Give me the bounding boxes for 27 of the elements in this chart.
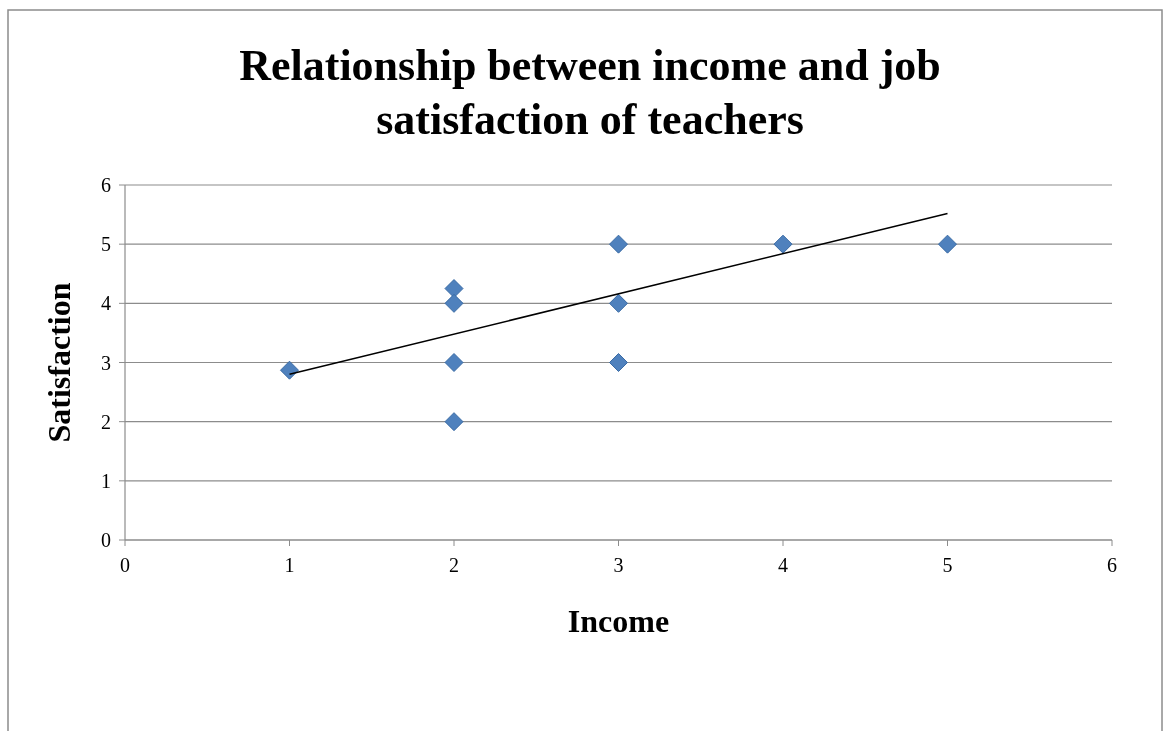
point	[444, 412, 464, 432]
x-tick-label: 1	[284, 554, 295, 576]
point	[609, 234, 628, 254]
x-tick-label: 4	[778, 554, 788, 576]
x-tick-label: 2	[449, 554, 459, 576]
x-tick-label: 3	[613, 554, 624, 576]
y-tick-label: 3	[101, 351, 111, 374]
chart-title: Relationship between income and job satisfaction of teachers	[239, 41, 941, 144]
point	[773, 234, 793, 254]
x-tick-label: 0	[120, 554, 130, 576]
y-tick-label: 1	[101, 469, 111, 492]
x-tick-label: 6	[1107, 554, 1117, 576]
point	[938, 234, 957, 254]
y-tick-label: 4	[101, 292, 111, 315]
y-tick-label: 5	[101, 233, 111, 256]
point	[444, 353, 464, 372]
y-tick-label: 6	[101, 174, 111, 196]
point	[444, 293, 464, 313]
x-axis-title: Income	[567, 603, 670, 639]
y-tick-label: 0	[101, 529, 111, 551]
x-tick-label: 5	[942, 554, 953, 576]
point	[609, 353, 628, 372]
point	[609, 293, 628, 313]
point	[444, 279, 464, 299]
y-axis-title: Satisfaction	[41, 282, 77, 443]
point	[280, 360, 299, 380]
y-tick-label: 2	[101, 410, 111, 433]
